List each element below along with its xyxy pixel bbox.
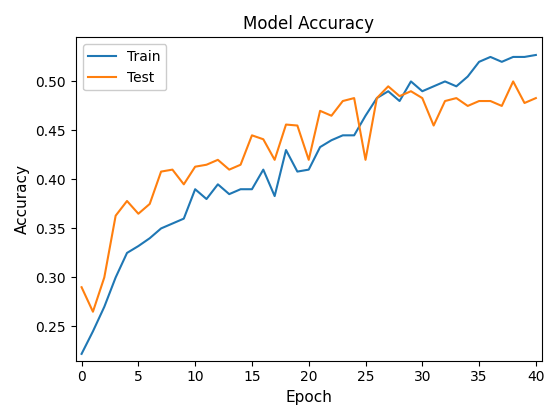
Train [396,99,403,104]
Train [113,275,119,280]
Train [124,250,130,255]
Train [158,226,165,231]
Test [396,94,403,99]
Test [203,162,210,167]
Test [510,79,516,84]
Test [498,103,505,108]
Test [249,133,255,138]
Test [533,96,539,101]
Test [237,162,244,167]
Test [351,96,357,101]
Test [226,167,232,172]
Train [351,133,357,138]
Test [271,158,278,163]
Test [419,96,426,101]
Train [408,79,414,84]
Train [510,55,516,60]
Train [294,169,301,174]
Test [78,285,85,290]
Train [135,244,142,249]
Train [146,236,153,241]
Train [464,74,471,79]
Train [249,187,255,192]
Test [521,100,528,105]
Train [214,182,221,187]
Train [374,96,380,101]
Train [283,147,290,152]
Train [362,113,369,118]
Test [305,158,312,163]
Test [487,99,494,104]
Test [146,202,153,207]
Train [442,79,449,84]
Train [339,133,346,138]
Test [430,123,437,128]
Train [271,194,278,199]
Train [453,84,460,89]
Test [374,96,380,101]
Y-axis label: Accuracy: Accuracy [15,164,30,234]
X-axis label: Epoch: Epoch [285,390,332,405]
Train [226,192,232,197]
Test [385,84,391,89]
Test [442,99,449,104]
Test [362,158,369,163]
Train [260,167,267,172]
Train [328,138,335,143]
Line: Train: Train [82,55,536,354]
Test [101,275,108,280]
Test [453,96,460,101]
Train [487,55,494,60]
Test [475,99,482,104]
Test [124,199,130,204]
Train [192,187,198,192]
Train [385,89,391,94]
Test [317,108,324,113]
Test [339,99,346,104]
Train [498,59,505,64]
Train [317,144,324,150]
Train [90,329,96,334]
Test [464,103,471,108]
Test [408,89,414,94]
Train [533,52,539,58]
Test [283,122,290,127]
Train [237,187,244,192]
Test [192,164,198,169]
Train [430,84,437,89]
Test [180,182,187,187]
Test [328,113,335,118]
Train [78,352,85,357]
Test [214,158,221,163]
Train [101,304,108,310]
Legend: Train, Test: Train, Test [83,44,166,90]
Line: Test: Test [82,81,536,312]
Test [169,167,176,172]
Test [90,309,96,314]
Test [158,169,165,174]
Test [135,211,142,216]
Train [475,59,482,64]
Train [180,216,187,221]
Test [113,213,119,218]
Train [169,221,176,226]
Test [294,123,301,128]
Train [203,197,210,202]
Test [260,137,267,142]
Train [305,167,312,172]
Title: Model Accuracy: Model Accuracy [243,15,374,33]
Train [419,89,426,94]
Train [521,55,528,60]
